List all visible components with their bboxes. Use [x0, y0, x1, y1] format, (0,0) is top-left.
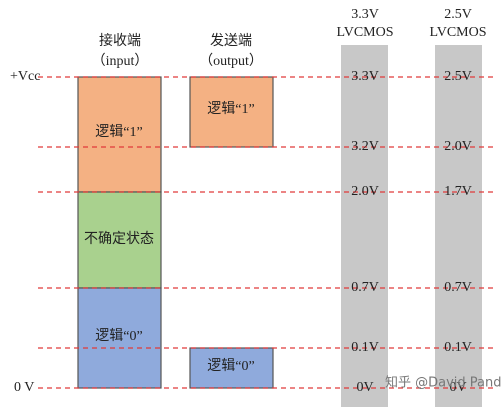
box-label: 逻辑“0”: [207, 358, 254, 374]
level-label: 0V: [356, 380, 373, 395]
rail-label: +Vcc: [10, 69, 40, 84]
box-label: 不确定状态: [84, 231, 154, 247]
threshold-lines: [38, 76, 495, 389]
level-label: 2.0V: [444, 139, 472, 154]
level-label: 2.0V: [351, 184, 379, 199]
rail-label: 0 V: [14, 380, 34, 395]
level-label: 3.3V: [351, 69, 379, 84]
box-label: 逻辑“1”: [207, 101, 254, 117]
undefined-box: [77, 191, 162, 289]
header: （output）: [199, 53, 263, 69]
level-label: 0V: [449, 380, 466, 395]
logic-low-box: [189, 347, 274, 389]
level-label: 0.7V: [351, 280, 379, 295]
header: LVCMOS: [336, 25, 393, 40]
level-column: [341, 45, 388, 407]
level-label: 2.5V: [444, 69, 472, 84]
header: 2.5V: [444, 7, 472, 22]
logic-low-box: [77, 287, 162, 389]
level-label: 3.2V: [351, 139, 379, 154]
header: 3.3V: [351, 7, 379, 22]
watermark: 知乎 @David Panda: [385, 375, 501, 391]
level-label: 1.7V: [444, 184, 472, 199]
box-label: 逻辑“1”: [95, 124, 142, 140]
level-column: [435, 45, 482, 407]
box-label: 逻辑“0”: [95, 328, 142, 344]
header: 接收端: [99, 32, 141, 49]
header: LVCMOS: [429, 25, 486, 40]
header: 发送端: [210, 33, 252, 49]
level-label: 0.7V: [444, 280, 472, 295]
level-labels: 3.3V 3.2V 2.0V 0.7V 0.1V 0V 2.5V 2.0V 1.7V 0.7V 0.…: [351, 69, 472, 395]
level-label: 0.1V: [351, 340, 379, 355]
header: （input）: [92, 53, 149, 69]
level-label: 0.1V: [444, 340, 472, 355]
